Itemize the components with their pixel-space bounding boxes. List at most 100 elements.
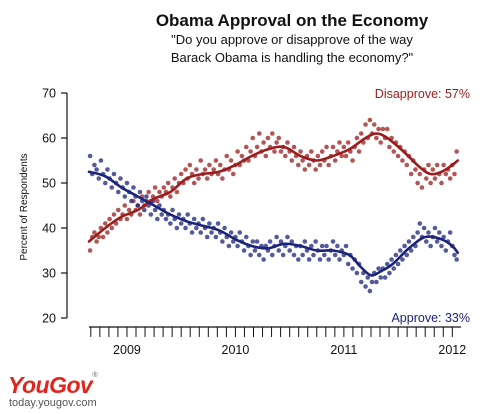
approve-point	[415, 230, 420, 235]
approve-point	[306, 257, 312, 262]
approve-point	[434, 239, 440, 244]
approve-point	[452, 252, 457, 258]
approve-point	[118, 176, 123, 181]
approve-point	[426, 230, 431, 235]
disapprove-point	[278, 149, 284, 154]
disapprove-point	[172, 176, 177, 181]
approve-point	[183, 225, 188, 231]
approve-point	[384, 261, 390, 267]
approve-point	[178, 221, 184, 226]
approve-point	[256, 252, 262, 258]
approve-point	[102, 180, 108, 186]
approve-point	[287, 248, 292, 253]
disapprove-point	[367, 117, 373, 123]
disapprove-point	[306, 162, 312, 168]
approve-point	[322, 252, 327, 258]
approve-point	[408, 248, 414, 253]
approve-point	[250, 239, 256, 244]
disapprove-point	[371, 122, 377, 127]
disapprove-point	[165, 180, 171, 186]
yougov-logo: YouGov®	[8, 372, 97, 399]
approve-point	[404, 252, 410, 258]
approve-point	[194, 225, 199, 231]
disapprove-point	[430, 167, 436, 172]
approve-point	[319, 243, 325, 249]
x-tick-label-2012: 2012	[438, 343, 466, 357]
disapprove-point	[168, 194, 173, 199]
approve-point	[365, 275, 371, 280]
disapprove-point	[317, 162, 323, 168]
approve-point	[382, 275, 388, 280]
disapprove-point	[107, 216, 112, 222]
approve-point	[168, 221, 173, 226]
disapprove-point	[250, 135, 256, 141]
disapprove-point	[354, 135, 360, 141]
disapprove-point	[350, 158, 355, 163]
disapprove-point	[439, 180, 444, 186]
y-tick-label-30: 30	[42, 267, 56, 281]
approve-point	[235, 243, 240, 249]
approve-point	[428, 243, 433, 249]
approve-point	[374, 279, 379, 285]
disapprove-point	[400, 158, 405, 163]
approve-point	[421, 225, 427, 231]
disapprove-point	[384, 126, 390, 132]
approve-point	[159, 212, 164, 217]
y-tick-label-50: 50	[42, 177, 56, 191]
chart-subtitle-line-1: "Do you approve or disapprove of the way	[171, 32, 413, 47]
disapprove-point	[204, 176, 210, 181]
disapprove-point	[198, 158, 204, 163]
approve-point	[393, 252, 399, 258]
disapprove-point	[92, 230, 97, 235]
approve-point	[163, 216, 169, 222]
y-axis-ticks: 20 30 40 50 60 70	[42, 87, 67, 326]
disapprove-point	[187, 162, 193, 168]
approve-point	[204, 234, 210, 240]
disapprove-point	[432, 176, 438, 181]
approve-point	[248, 252, 253, 258]
approve-point	[280, 252, 286, 258]
approve-point	[200, 216, 206, 222]
approve-point	[87, 153, 93, 159]
disapprove-point	[256, 131, 262, 136]
approve-point	[94, 167, 99, 172]
approve-point	[332, 252, 338, 258]
disapprove-point	[423, 176, 429, 181]
approve-point	[358, 279, 364, 285]
disapprove-point	[213, 158, 219, 163]
approve-point	[432, 225, 438, 231]
y-tick-label-40: 40	[42, 222, 56, 236]
approve-point	[96, 176, 102, 181]
approve-point	[252, 248, 258, 253]
approve-point	[423, 239, 429, 244]
x-tick-label-2011: 2011	[330, 343, 357, 357]
disapprove-point	[285, 140, 290, 145]
approve-point	[109, 185, 115, 190]
disapprove-point	[298, 149, 303, 154]
disapprove-point	[441, 162, 446, 168]
approve-point	[198, 230, 204, 235]
disapprove-point	[434, 162, 440, 168]
approve-point	[274, 234, 279, 240]
approve-point	[105, 167, 110, 172]
disapprove-point	[291, 144, 297, 150]
disapprove-point	[380, 126, 386, 132]
disapprove-point	[196, 176, 201, 181]
disapprove-point	[309, 149, 314, 154]
disapprove-point	[415, 180, 420, 186]
approve-point	[337, 257, 342, 262]
approve-point	[131, 185, 136, 190]
disapprove-point	[115, 207, 121, 213]
disapprove-point	[274, 140, 279, 145]
approve-point	[207, 221, 212, 226]
approve-point	[397, 248, 403, 253]
disapprove-point	[109, 225, 115, 231]
disapprove-point	[100, 234, 106, 240]
disapprove-point	[319, 149, 325, 154]
approve-point	[350, 266, 355, 271]
disapprove-point	[326, 162, 331, 168]
approve-point	[410, 234, 416, 240]
y-tick-label-70: 70	[42, 87, 56, 101]
approve-point	[302, 239, 308, 244]
disapprove-point	[408, 171, 414, 177]
